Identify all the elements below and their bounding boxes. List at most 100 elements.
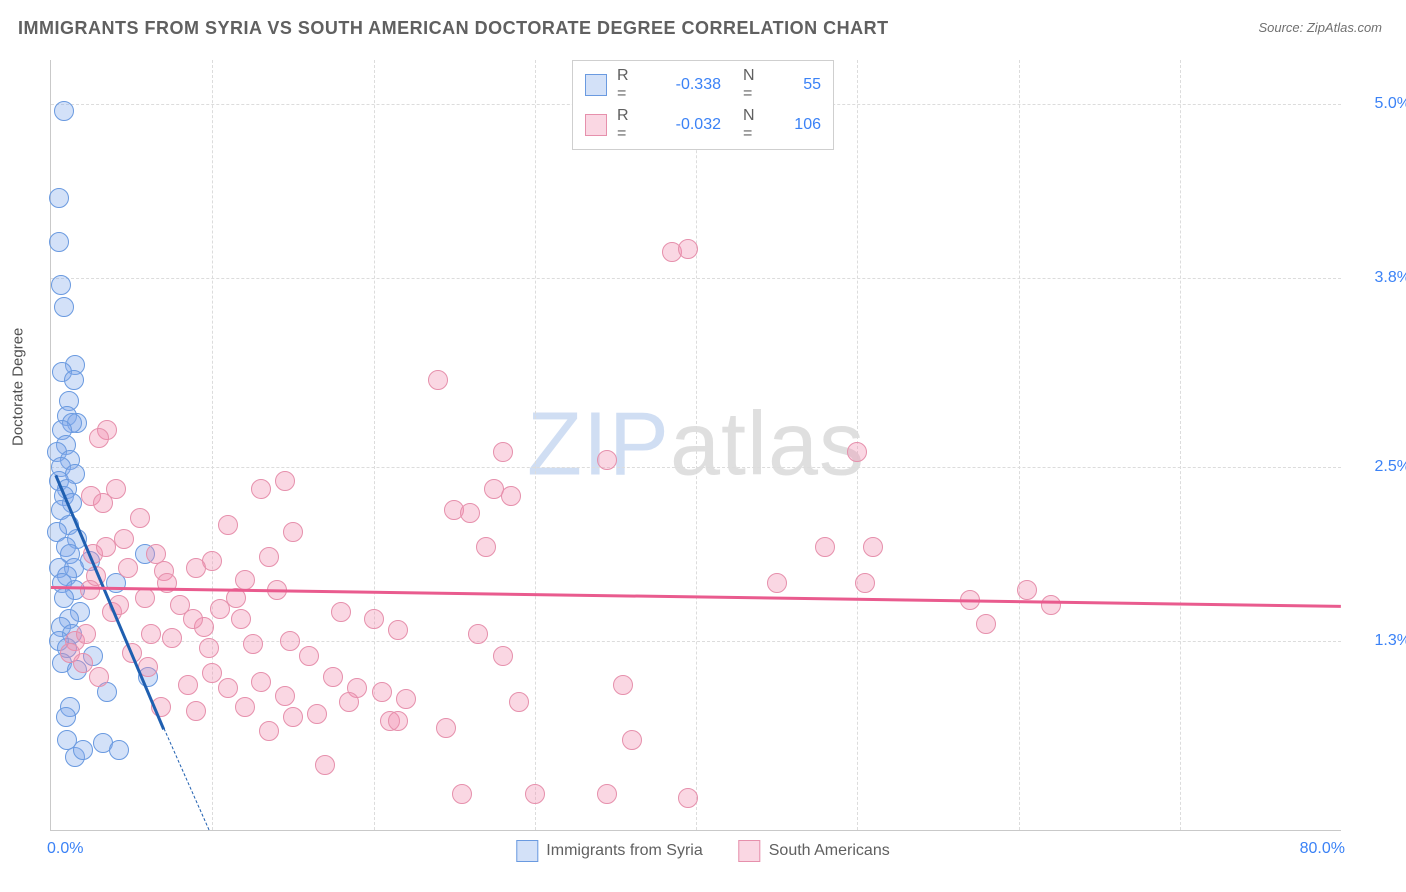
scatter-point: [135, 588, 155, 608]
y-tick-label: 5.0%: [1351, 95, 1406, 113]
scatter-point: [89, 667, 109, 687]
scatter-point: [428, 370, 448, 390]
scatter-point: [80, 580, 100, 600]
scatter-point: [183, 609, 203, 629]
scatter-point: [364, 609, 384, 629]
scatter-point: [460, 503, 480, 523]
scatter-point: [622, 730, 642, 750]
scatter-point: [280, 631, 300, 651]
scatter-point: [89, 428, 109, 448]
scatter-point: [96, 537, 116, 557]
scatter-point: [331, 602, 351, 622]
scatter-point: [299, 646, 319, 666]
y-tick-label: 1.3%: [1351, 632, 1406, 650]
x-gridline: [535, 60, 536, 830]
scatter-point: [767, 573, 787, 593]
watermark-zip: ZIP: [527, 395, 670, 495]
legend-n-value: 106: [777, 116, 821, 134]
scatter-point: [218, 515, 238, 535]
x-gridline: [696, 60, 697, 830]
legend-swatch: [585, 74, 607, 96]
scatter-point: [863, 537, 883, 557]
legend-n-label: N =: [743, 67, 767, 103]
scatter-point: [54, 588, 74, 608]
scatter-point: [49, 232, 69, 252]
scatter-point: [51, 275, 71, 295]
scatter-point: [56, 707, 76, 727]
legend-r-label: R =: [617, 107, 641, 143]
scatter-point: [54, 297, 74, 317]
scatter-point: [130, 508, 150, 528]
scatter-point: [372, 682, 392, 702]
source-attribution: Source: ZipAtlas.com: [1258, 20, 1382, 35]
scatter-point: [235, 697, 255, 717]
scatter-point: [275, 686, 295, 706]
scatter-point: [283, 522, 303, 542]
scatter-point: [93, 493, 113, 513]
y-tick-label: 2.5%: [1351, 458, 1406, 476]
scatter-point: [251, 672, 271, 692]
scatter-point: [114, 529, 134, 549]
scatter-point: [64, 370, 84, 390]
scatter-point: [49, 188, 69, 208]
scatter-point: [436, 718, 456, 738]
legend-r-label: R =: [617, 67, 641, 103]
scatter-point: [259, 721, 279, 741]
scatter-point: [1041, 595, 1061, 615]
x-gridline: [1180, 60, 1181, 830]
scatter-point: [54, 101, 74, 121]
scatter-point: [73, 653, 93, 673]
scatter-point: [976, 614, 996, 634]
legend-swatch: [739, 840, 761, 862]
scatter-point: [493, 646, 513, 666]
scatter-point: [275, 471, 295, 491]
scatter-point: [476, 537, 496, 557]
scatter-point: [162, 628, 182, 648]
series-legend: Immigrants from Syria South Americans: [516, 840, 889, 862]
scatter-point: [76, 624, 96, 644]
scatter-point: [202, 663, 222, 683]
scatter-point: [186, 701, 206, 721]
scatter-point: [452, 784, 472, 804]
scatter-point: [251, 479, 271, 499]
legend-n-label: N =: [743, 107, 767, 143]
scatter-point: [141, 624, 161, 644]
scatter-point: [1017, 580, 1037, 600]
plot-area: ZIPatlas 0.0% 80.0% 5.0%3.8%2.5%1.3%: [50, 60, 1341, 831]
scatter-point: [597, 784, 617, 804]
legend-item: Immigrants from Syria: [516, 840, 702, 862]
x-tick-left: 0.0%: [47, 840, 83, 858]
scatter-point: [388, 711, 408, 731]
scatter-point: [199, 638, 219, 658]
scatter-point: [815, 537, 835, 557]
legend-row: R =-0.338N =55: [585, 65, 821, 105]
correlation-legend: R =-0.338N =55R = -0.032 N = 106: [572, 60, 834, 150]
scatter-point: [109, 740, 129, 760]
scatter-point: [210, 599, 230, 619]
scatter-point: [678, 239, 698, 259]
x-gridline: [374, 60, 375, 830]
scatter-point: [118, 558, 138, 578]
scatter-point: [597, 450, 617, 470]
scatter-point: [613, 675, 633, 695]
y-axis-label: Doctorate Degree: [10, 328, 27, 446]
scatter-point: [678, 788, 698, 808]
scatter-point: [307, 704, 327, 724]
scatter-point: [283, 707, 303, 727]
scatter-point: [493, 442, 513, 462]
chart-container: IMMIGRANTS FROM SYRIA VS SOUTH AMERICAN …: [0, 0, 1406, 892]
scatter-point: [73, 740, 93, 760]
scatter-point: [243, 634, 263, 654]
scatter-point: [231, 609, 251, 629]
legend-label: South Americans: [769, 842, 890, 859]
legend-r-value: -0.032: [651, 116, 721, 134]
scatter-point: [323, 667, 343, 687]
legend-swatch: [516, 840, 538, 862]
trend-line-extrapolated: [163, 729, 209, 831]
scatter-point: [855, 573, 875, 593]
watermark-atlas: atlas: [670, 395, 865, 495]
legend-item: South Americans: [739, 840, 890, 862]
scatter-point: [218, 678, 238, 698]
scatter-point: [501, 486, 521, 506]
scatter-point: [259, 547, 279, 567]
